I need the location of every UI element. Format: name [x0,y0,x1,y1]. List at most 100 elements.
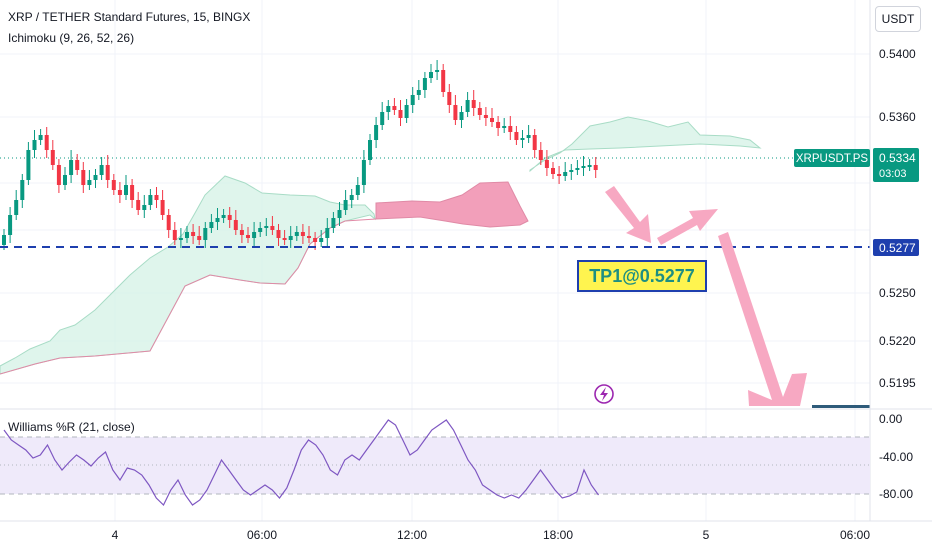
time-tick: 5 [703,528,710,542]
time-tick: 4 [112,528,119,542]
chart-title[interactable]: XRP / TETHER Standard Futures, 15, BINGX [8,10,251,24]
tp-annotation[interactable]: TP1@0.5277 [577,260,707,292]
candle-body [38,135,43,140]
candle-body [551,168,555,174]
candle-body [477,108,482,115]
wr-tick: -80.00 [879,487,913,501]
price-tick: 0.5360 [879,110,916,124]
candle-body [508,126,513,132]
candle-body [331,218,336,228]
candle-body [569,170,574,172]
candle-body [471,100,476,108]
candle-body [532,135,537,150]
candle-body [227,215,232,220]
candle-body [26,150,31,180]
candle-body [215,218,220,222]
candle-body [514,132,519,140]
candle-body [56,165,61,185]
candle-body [172,230,177,240]
wr-axis[interactable]: 0.00 -40.00 -80.00 [879,412,913,501]
arrow-down-long [718,232,807,406]
wr-line [3,419,599,507]
candle-body [544,160,549,168]
candle-body [575,168,580,170]
candle-body [294,232,299,236]
wr-tick: -40.00 [879,450,913,464]
candle-body [581,166,586,168]
price-tick: 0.5250 [879,286,916,300]
time-tick: 06:00 [247,528,277,542]
williams-r-legend[interactable]: Williams %R (21, close) [8,420,135,434]
candle-body [32,140,37,150]
lightning-icon[interactable] [594,384,614,404]
arrow-up-short [657,209,718,245]
wr-band [0,437,870,494]
arrow-down-short [605,186,651,243]
candle-body [380,112,385,125]
countdown-value: 03:03 [879,168,907,180]
target-price-value: 0.5277 [879,241,916,255]
candle-body [374,125,379,140]
candle-body [593,165,598,170]
cloud-lower-edge [0,218,377,375]
candle-body [319,238,324,242]
cloud-bearish-area [375,181,529,228]
candle-body [124,185,128,195]
wr-tick: 0.00 [879,412,903,426]
candle-body [111,180,116,190]
candle-body [75,160,80,170]
candle-body [563,172,568,176]
candle-body [246,235,250,238]
time-tick: 06:00 [840,528,870,542]
candle-body [87,180,92,185]
candle-body [2,235,6,245]
last-price-label: 0.5334 03:03 [873,148,919,182]
ichimoku-cloud [0,116,762,375]
candle-body [197,236,202,240]
cloud-bullish-area [0,175,376,375]
candle-body [44,135,49,150]
candle-body [422,78,427,90]
candle-body [142,205,147,210]
candle-body [404,105,409,118]
currency-button[interactable]: USDT [875,6,921,32]
candle-body [483,115,488,118]
candle-body [8,215,13,235]
candle-body [343,200,348,210]
candle-body [221,215,226,218]
candle-body [239,230,244,235]
ichimoku-legend[interactable]: Ichimoku (9, 26, 52, 26) [8,31,135,45]
candle-body [258,228,263,232]
candle-body [502,126,507,128]
candle-body [490,118,494,122]
candle-body [252,232,257,238]
candle-body [453,105,458,120]
candle-body [459,112,464,120]
candle-body [349,195,354,200]
candle-body [99,165,104,175]
candle-body [191,232,196,236]
candle-body [148,195,153,205]
candle-body [117,190,122,195]
candle-body [50,150,55,165]
candle-body [69,160,74,175]
candle-body [398,110,403,118]
symbol-price-label: XRPUSDT.PS [794,149,870,167]
candle-body [435,70,440,72]
candlestick-series [2,60,598,250]
candle-body [496,122,501,128]
candle-body [337,210,342,218]
candle-body [178,238,183,240]
candle-body [105,165,110,180]
candle-body [325,228,330,238]
time-axis[interactable]: 4 06:00 12:00 18:00 5 06:00 [112,528,871,542]
price-tick: 0.5400 [879,47,916,61]
price-axis[interactable]: 0.5400 0.5360 0.5250 0.5220 0.5195 [879,47,916,390]
candle-body [264,226,269,228]
candle-body [520,138,525,140]
projection-arrows [605,186,807,406]
price-tick: 0.5195 [879,376,916,390]
candle-body [63,175,67,185]
candle-body [355,185,360,195]
